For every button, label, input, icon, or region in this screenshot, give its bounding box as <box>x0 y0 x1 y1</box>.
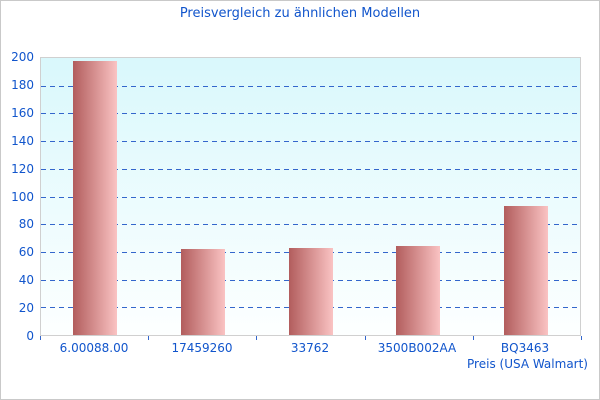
bar-BQ3463 <box>504 206 548 335</box>
gridline <box>41 86 580 87</box>
x-axis-tick <box>581 336 582 340</box>
x-axis-title: Preis (USA Walmart) <box>467 357 588 371</box>
bar-33762 <box>289 248 333 335</box>
x-axis-tick <box>365 336 366 340</box>
y-tick-label: 60 <box>18 245 34 259</box>
x-category-label: 6.00088.00 <box>59 341 129 355</box>
gridline <box>41 141 580 142</box>
y-tick-label: 160 <box>11 106 34 120</box>
y-tick-label: 20 <box>18 301 34 315</box>
gridline <box>41 169 580 170</box>
bars-layer <box>41 58 580 335</box>
y-tick-label: 120 <box>11 162 34 176</box>
gridline <box>41 224 580 225</box>
gridline <box>41 197 580 198</box>
x-axis-tick <box>148 336 149 340</box>
y-tick-label: 40 <box>18 273 34 287</box>
x-category-label: 3500B002AA <box>377 341 457 355</box>
bar-6.00088.00 <box>73 61 117 335</box>
bar-3500B002AA <box>396 246 440 335</box>
y-tick-label: 180 <box>11 78 34 92</box>
x-category-label: BQ3463 <box>500 341 550 355</box>
x-category-label: 17459260 <box>171 341 233 355</box>
plot-area <box>40 57 581 336</box>
x-category-label: 33762 <box>290 341 330 355</box>
y-tick-label: 140 <box>11 134 34 148</box>
x-axis-tick <box>40 336 41 340</box>
bar-17459260 <box>181 249 225 335</box>
y-tick-label: 100 <box>11 190 34 204</box>
x-axis-tick <box>473 336 474 340</box>
x-axis-tick <box>256 336 257 340</box>
gridline <box>41 113 580 114</box>
y-tick-label: 200 <box>11 50 34 64</box>
chart-title: Preisvergleich zu ähnlichen Modellen <box>179 6 421 21</box>
y-tick-label: 80 <box>18 217 34 231</box>
y-tick-label: 0 <box>26 329 34 343</box>
